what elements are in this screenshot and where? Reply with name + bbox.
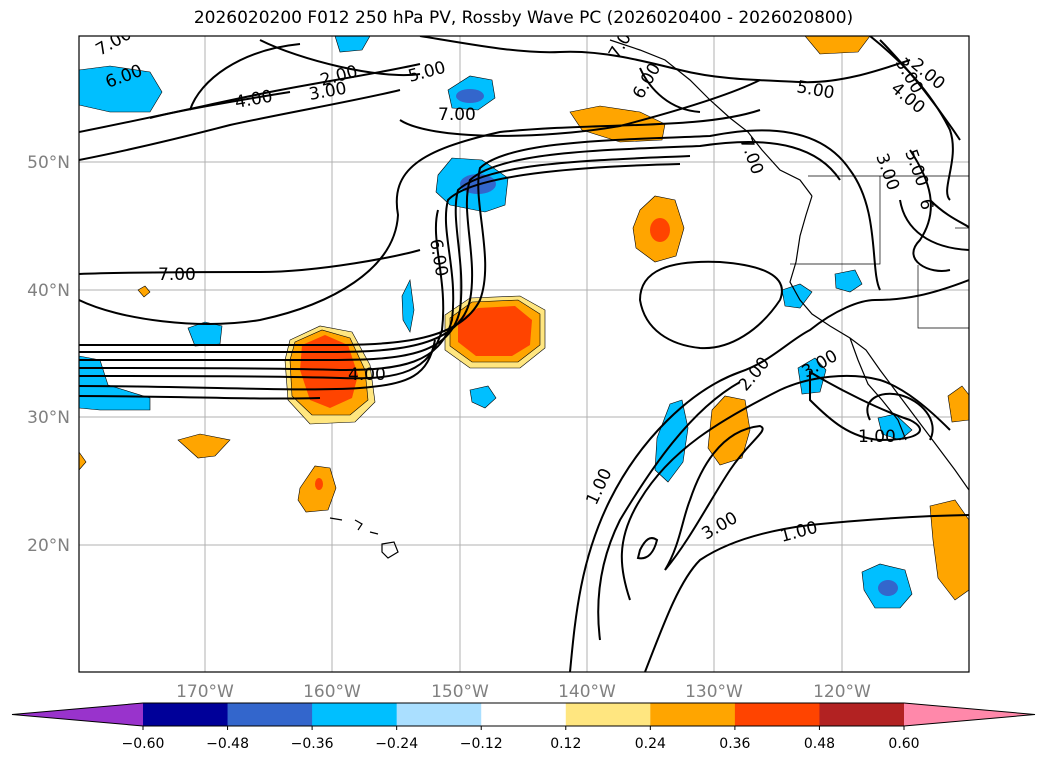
lat-axis: 50°N 40°N 30°N 20°N [27,153,70,556]
neg-core-mx [878,580,898,596]
colorbar-tick-label: −0.48 [206,736,249,752]
coast-oahu [354,519,363,531]
colorbar: −0.60 −0.48 −0.36 −0.24 −0.12 0.12 0.24 0.36 0.4… [11,702,1036,752]
colorbar-tick-label: 0.48 [804,736,835,752]
coast-baja [849,337,907,441]
neg-anomaly-nv [834,269,863,293]
pos-anomaly-sw [177,433,231,459]
coast-big-island [381,541,399,559]
colorbar-tick-label: −0.60 [122,736,165,752]
colorbar-swatch [143,703,229,726]
neg-anomaly-ca [781,283,813,309]
pos-anomaly-right [947,385,969,423]
colorbar-swatch [481,703,567,726]
colorbar-tick-label: 0.36 [719,736,750,752]
colorbar-tick-label: −0.24 [375,736,418,752]
contour-label: 4.00 [348,365,386,385]
colorbar-swatch [650,703,736,726]
borders [790,175,969,329]
lon-tick: 170°W [176,682,234,702]
pos-core-ne [650,218,670,242]
lon-tick: 150°W [431,682,489,702]
colorbar-tick-label: 0.60 [888,736,919,752]
neg-core-north [456,89,484,103]
neg-anomaly-nw [79,65,163,113]
lon-tick: 160°W [303,682,361,702]
contour-label: 7.00 [158,265,196,285]
lat-tick: 40°N [27,281,70,301]
colorbar-tick-label: 0.12 [550,736,581,752]
pos-core-hi [315,478,323,490]
pv-contours [79,36,969,672]
contour-label: 7.00 [438,105,476,125]
colorbar-swatch [819,703,905,726]
lon-axis: 170°W 160°W 150°W 140°W 130°W 120°W [176,682,871,702]
neg-anomaly-baja-n [797,357,827,395]
neg-anomaly-thin [401,278,415,333]
lon-tick: 130°W [685,682,743,702]
lat-tick: 20°N [27,536,70,556]
coast-maui [369,531,379,535]
lon-tick: 140°W [558,682,616,702]
lat-tick: 30°N [27,408,70,428]
colorbar-swatch [396,703,482,726]
colorbar-swatch [565,703,651,726]
colorbar-swatch [227,703,313,726]
pos-anomaly-ak [569,105,666,143]
coast-kauai [329,517,343,521]
colorbar-extend-max [904,703,1035,726]
contour-label: 1.00 [858,427,896,447]
neg-anomaly-top [334,36,371,53]
colorbar-tick-label: 0.24 [635,736,666,752]
contour-label: 6 [915,197,937,211]
neg-anomaly-small [469,385,497,409]
pos-anomaly-top-right [804,36,871,55]
lat-tick: 50°N [27,153,70,173]
pos-core-central [458,306,532,356]
pos-anomaly-mx-coast [929,499,969,601]
anomaly-fills [79,36,969,609]
neg-anomaly-sub [654,399,689,483]
colorbar-swatch [312,703,398,726]
colorbar-swatch [734,703,820,726]
colorbar-tick-label: −0.12 [460,736,503,752]
colorbar-extend-min [12,703,143,726]
chart-title: 2026020200 F012 250 hPa PV, Rossby Wave … [193,8,854,28]
lon-tick: 120°W [813,682,871,702]
pos-anomaly-dot [137,285,151,298]
colorbar-tick-label: −0.36 [291,736,334,752]
pos-anomaly-left-edge [79,451,87,471]
map-frame [78,35,970,673]
